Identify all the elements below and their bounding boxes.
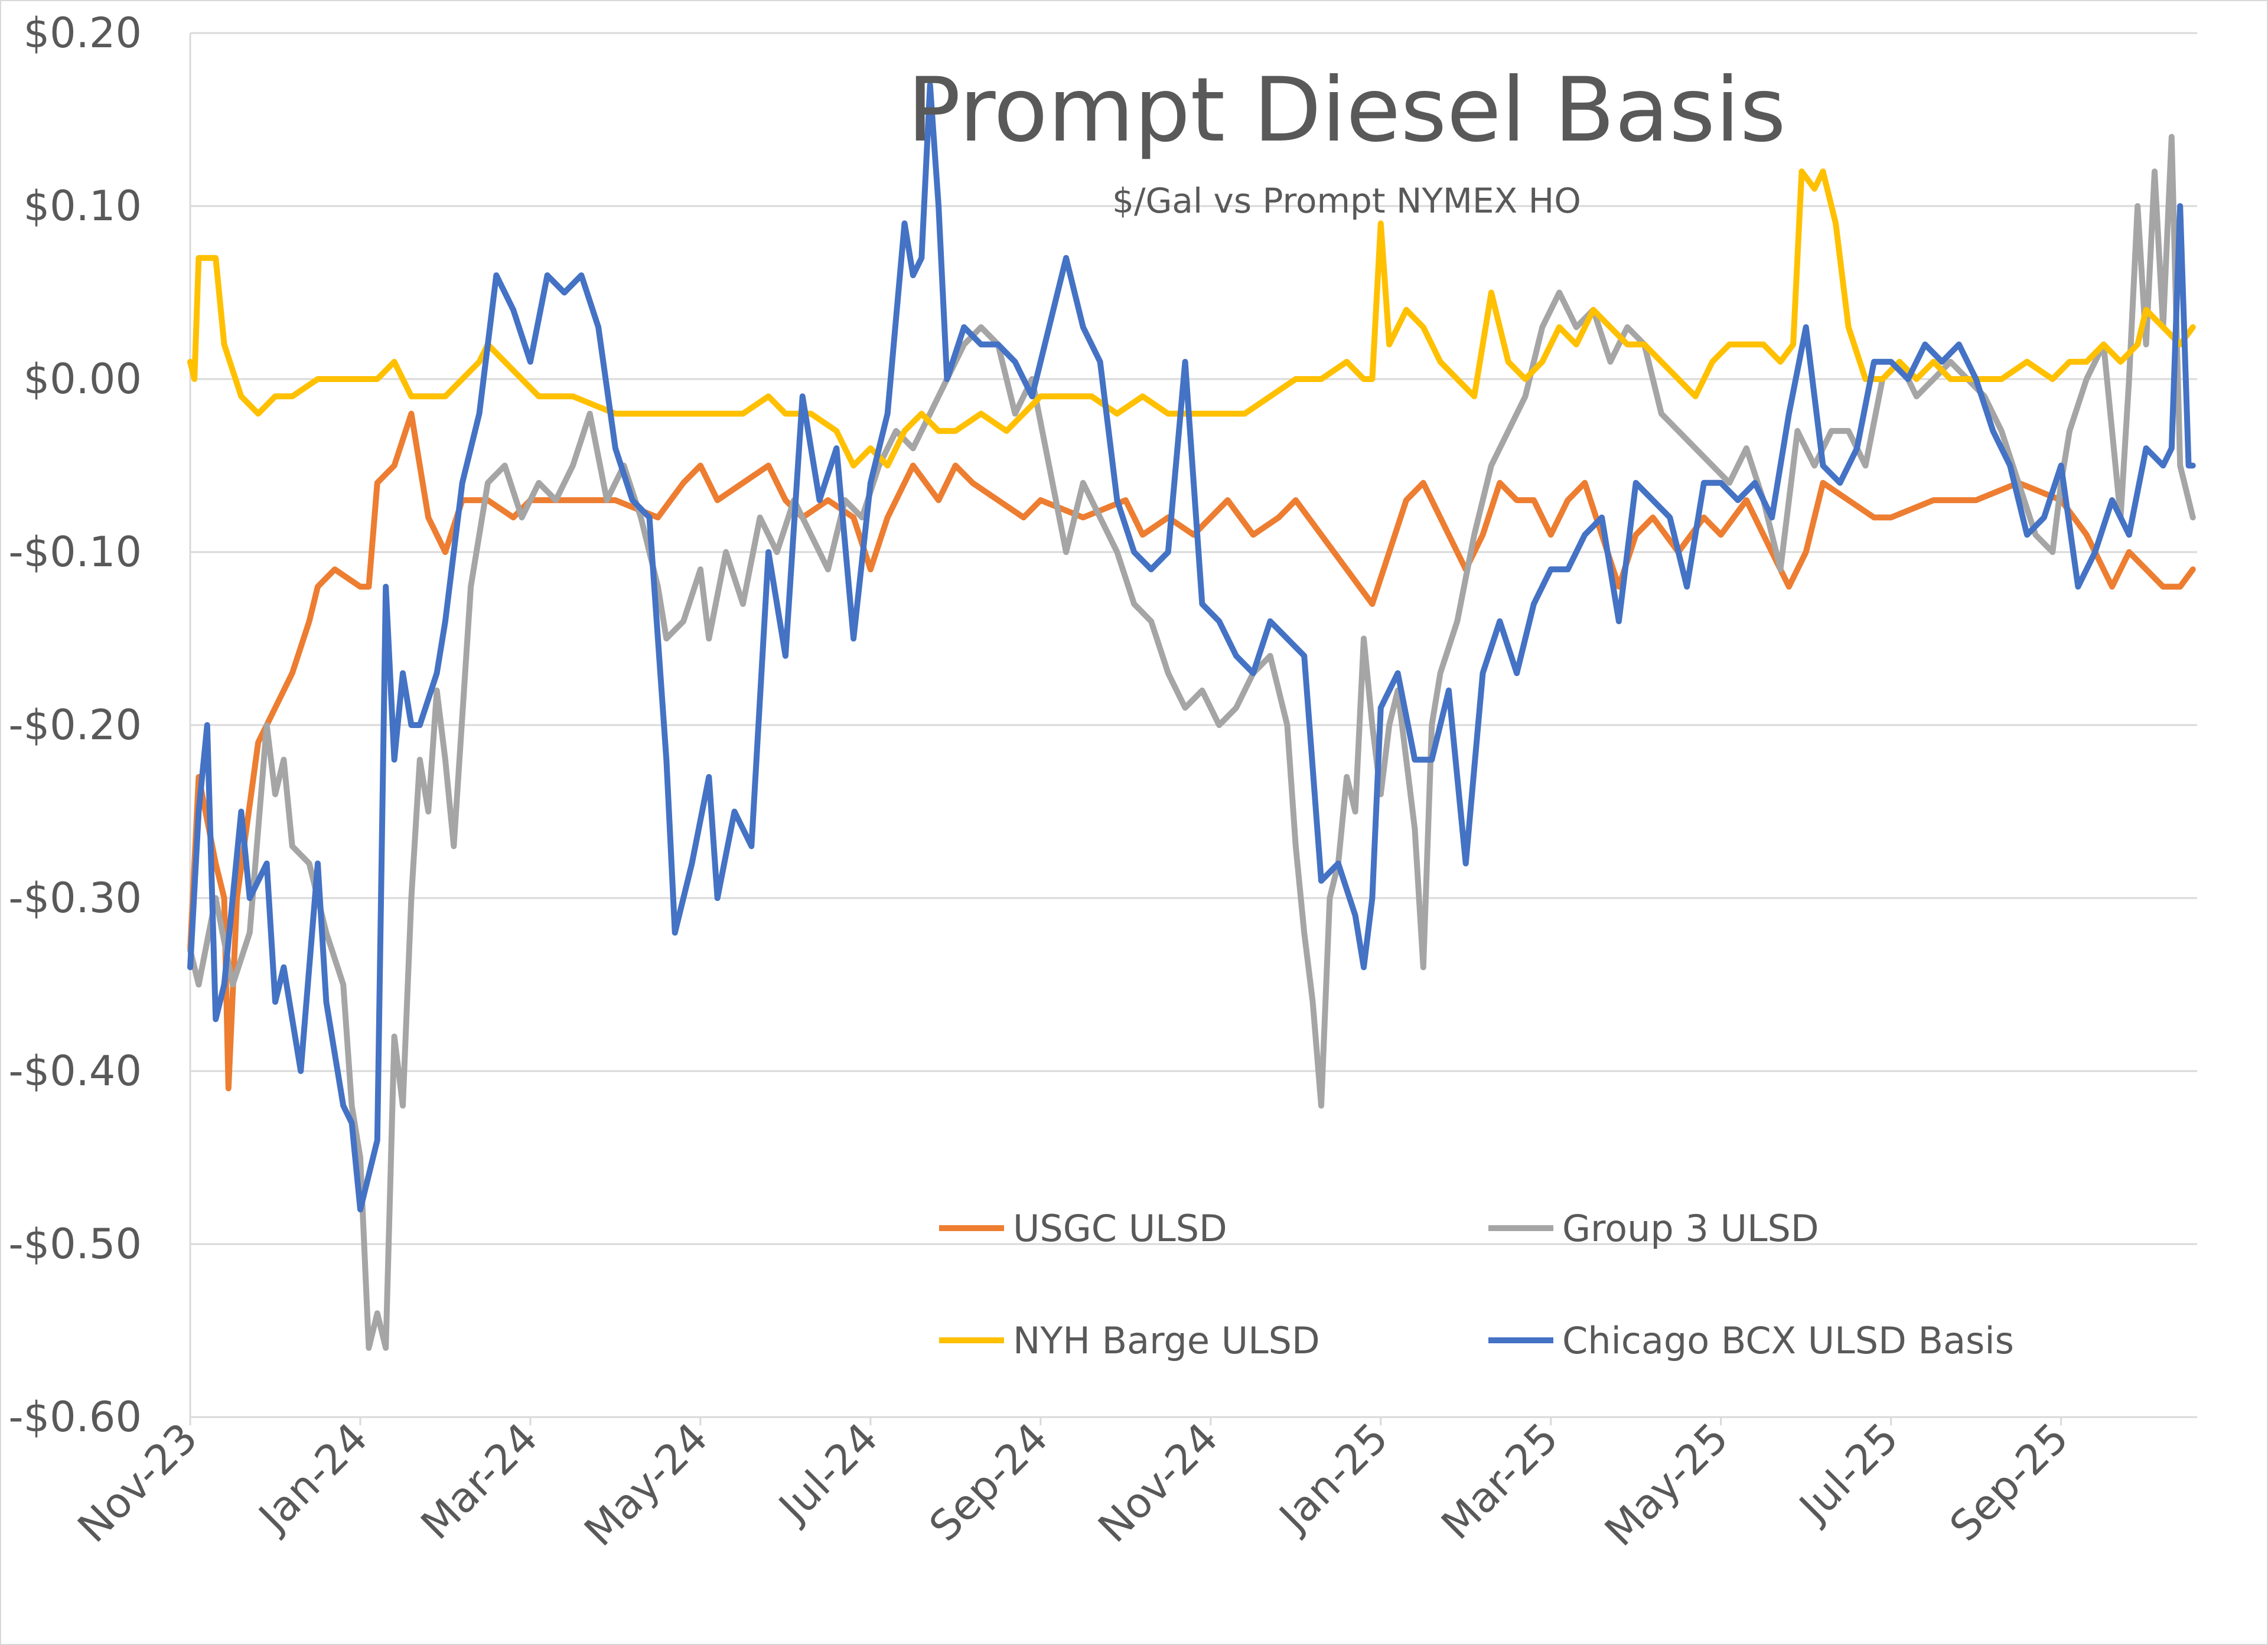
chart-subtitle: $/Gal vs Prompt NYMEX HO bbox=[1112, 181, 1581, 221]
y-tick-label: -$0.10 bbox=[8, 528, 142, 576]
gridlines bbox=[189, 32, 2197, 1425]
legend-label: NYH Barge ULSD bbox=[1013, 1319, 1320, 1362]
x-tick-label: May-25 bbox=[1595, 1414, 1737, 1555]
x-tick-label: Nov-24 bbox=[1089, 1414, 1227, 1552]
x-tick-label: Sep-25 bbox=[1941, 1414, 2078, 1551]
y-tick-label: $0.20 bbox=[24, 9, 142, 57]
series-lines bbox=[187, 81, 2196, 1351]
series-line-usgc-ulsd bbox=[187, 410, 2196, 1092]
x-tick-label: Sep-24 bbox=[920, 1414, 1057, 1551]
y-tick-label: -$0.60 bbox=[8, 1393, 142, 1441]
y-tick-label: -$0.50 bbox=[8, 1220, 142, 1268]
x-tick-label: Mar-25 bbox=[1432, 1414, 1568, 1549]
x-tick-label: Jul-24 bbox=[768, 1414, 887, 1532]
chart-title: Prompt Diesel Basis bbox=[907, 59, 1786, 162]
y-tick-label: -$0.30 bbox=[8, 874, 142, 922]
legend: USGC ULSD Group 3 ULSD NYH Barge ULSD Chica… bbox=[939, 1207, 2014, 1362]
x-tick-label: Jan-24 bbox=[248, 1414, 377, 1542]
legend-label: Chicago BCX ULSD Basis bbox=[1562, 1319, 2014, 1362]
legend-label: Group 3 ULSD bbox=[1562, 1207, 1819, 1250]
x-tick-label: Jan-25 bbox=[1269, 1414, 1397, 1542]
y-tick-label: $0.10 bbox=[24, 182, 142, 230]
x-tick-label: Mar-24 bbox=[412, 1414, 547, 1549]
x-tick-label: Jul-25 bbox=[1788, 1414, 1907, 1532]
x-tick-label: May-24 bbox=[575, 1414, 717, 1555]
y-tick-label: -$0.20 bbox=[8, 701, 142, 749]
series-line-chicago-bcx-ulsd-basis bbox=[187, 81, 2196, 1213]
y-axis-ticks: $0.20 $0.10 $0.00 -$0.10 -$0.20 -$0.30 -$0.40 -… bbox=[8, 9, 142, 1441]
legend-label: USGC ULSD bbox=[1013, 1207, 1227, 1250]
y-tick-label: -$0.40 bbox=[8, 1047, 142, 1095]
y-tick-label: $0.00 bbox=[24, 355, 142, 403]
series-line-group-3-ulsd bbox=[187, 133, 2196, 1351]
x-axis-ticks: Nov-23 Jan-24 Mar-24 May-24 Jul-24 Sep-24 Nov-… bbox=[69, 1414, 2078, 1555]
series-line-nyh-barge-ulsd bbox=[187, 168, 2196, 469]
